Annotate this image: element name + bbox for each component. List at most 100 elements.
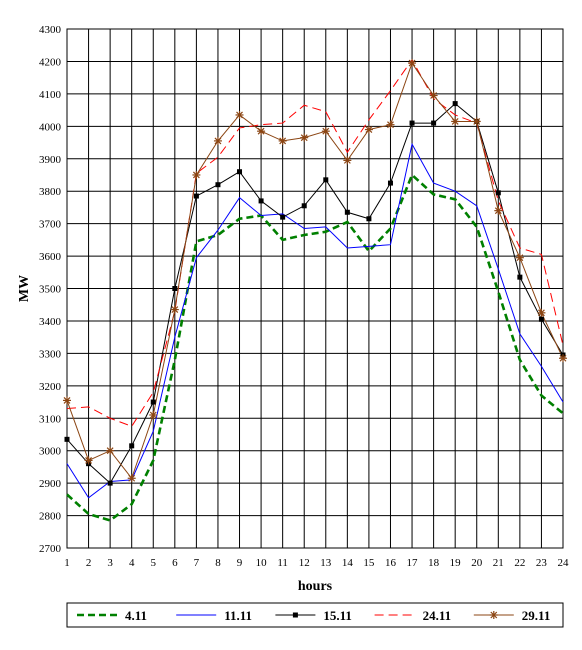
legend-label: 29.11	[522, 608, 551, 623]
data-point	[489, 611, 498, 619]
data-point	[213, 136, 222, 145]
data-point	[386, 120, 395, 129]
legend-label: 24.11	[423, 608, 452, 623]
x-tick-label: 10	[256, 557, 268, 569]
y-tick-label: 3900	[39, 154, 62, 166]
legend-item: 11.11	[176, 608, 252, 623]
x-tick-label: 1	[64, 557, 70, 569]
y-tick-label: 4200	[39, 56, 62, 68]
x-tick-label: 2	[86, 557, 92, 569]
y-tick-label: 3400	[39, 316, 62, 328]
data-point	[149, 411, 158, 420]
data-point	[127, 474, 136, 483]
data-point	[515, 253, 524, 262]
x-tick-label: 18	[428, 557, 440, 569]
data-point	[301, 203, 307, 209]
x-axis-title: hours	[298, 579, 333, 594]
y-tick-label: 4100	[39, 89, 62, 101]
data-point	[63, 396, 71, 405]
series-lines	[66, 58, 564, 522]
series-line-11.11	[66, 142, 564, 499]
data-point	[409, 120, 415, 126]
plot-frame	[66, 28, 564, 549]
y-tick-label: 4000	[39, 121, 62, 133]
y-tick-label: 2900	[39, 478, 62, 490]
series-line-15.11	[66, 102, 564, 484]
y-axis-title: MW	[17, 275, 32, 302]
x-tick-label: 23	[536, 557, 548, 569]
data-point	[387, 180, 393, 186]
data-point	[280, 214, 286, 220]
data-point	[192, 170, 201, 179]
data-point	[150, 399, 156, 405]
x-tick-label: 12	[299, 557, 310, 569]
data-point	[472, 117, 481, 126]
grid	[66, 28, 564, 549]
data-point	[321, 127, 330, 136]
data-point	[451, 117, 460, 126]
x-tick-label: 9	[237, 557, 243, 569]
data-point	[537, 308, 546, 317]
x-tick-label: 11	[277, 557, 288, 569]
series-line-29.11	[66, 61, 564, 480]
data-point	[257, 127, 266, 136]
data-point	[258, 198, 264, 204]
data-point	[495, 190, 501, 196]
y-tick-label: 2800	[39, 511, 62, 523]
legend-label: 11.11	[224, 608, 252, 623]
legend-item: 15.11	[275, 608, 352, 623]
x-tick-label: 24	[558, 557, 570, 569]
data-point	[235, 110, 244, 119]
y-tick-label: 3700	[39, 219, 62, 231]
x-tick-label: 4	[129, 557, 135, 569]
data-point	[300, 133, 309, 142]
legend-item: 29.11	[473, 608, 551, 623]
data-point	[559, 354, 567, 363]
legend: 4.11 11.11 15.11 24.11 29.11	[66, 602, 564, 628]
data-point	[170, 305, 179, 314]
x-tick-label: 20	[471, 557, 483, 569]
x-tick-label: 8	[215, 557, 221, 569]
data-point	[538, 316, 544, 322]
x-tick-label: 19	[450, 557, 462, 569]
data-point	[343, 156, 352, 165]
y-tick-label: 3100	[39, 413, 62, 425]
x-tick-label: 21	[493, 557, 504, 569]
data-point	[215, 182, 221, 188]
y-tick-label: 2700	[39, 543, 62, 555]
legend-item: 24.11	[374, 608, 452, 623]
x-tick-label: 17	[407, 557, 419, 569]
x-tick-label: 13	[320, 557, 332, 569]
y-tick-label: 4300	[39, 24, 62, 36]
tick-labels: 2700 2800 2900 3000 3100 3200 3300 3400 3500 3600…	[39, 24, 569, 569]
data-point	[494, 206, 503, 215]
data-point	[429, 91, 438, 100]
legend-item: 4.11	[77, 608, 147, 623]
data-point	[106, 446, 115, 455]
x-tick-label: 3	[107, 557, 113, 569]
data-point	[193, 193, 199, 199]
data-point	[84, 456, 93, 465]
y-tick-label: 3600	[39, 251, 62, 263]
data-point	[452, 101, 458, 107]
data-point	[408, 59, 417, 68]
data-point	[517, 274, 523, 280]
x-tick-label: 16	[385, 557, 397, 569]
data-point	[431, 120, 437, 126]
y-tick-label: 3300	[39, 348, 62, 360]
legend-label: 15.11	[323, 608, 352, 623]
series-line-4.11	[66, 172, 564, 522]
legend-label: 4.11	[125, 608, 147, 623]
y-tick-label: 3800	[39, 186, 62, 198]
y-tick-label: 3500	[39, 284, 62, 296]
data-point	[64, 436, 70, 442]
x-tick-label: 6	[172, 557, 178, 569]
data-point	[278, 136, 287, 145]
y-tick-label: 3000	[39, 446, 62, 458]
x-tick-label: 15	[363, 557, 375, 569]
y-tick-label: 3200	[39, 381, 62, 393]
data-point	[107, 480, 113, 486]
